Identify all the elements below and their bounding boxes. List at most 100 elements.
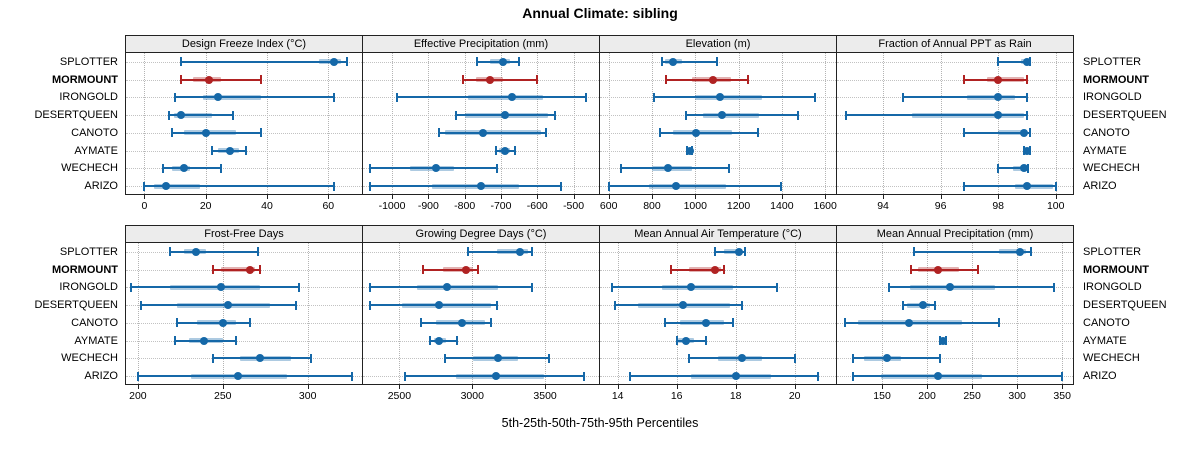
axis-tick xyxy=(882,385,884,389)
site-label-right-canoto: CANOTO xyxy=(1083,316,1130,329)
pct-cap xyxy=(731,318,734,328)
gridline-vertical xyxy=(695,53,697,194)
axis-tick xyxy=(781,195,783,199)
gridline-vertical xyxy=(328,53,330,194)
panel-strip: Fraction of Annual PPT as Rain xyxy=(836,35,1074,53)
median-dot xyxy=(200,336,209,345)
pct-cap xyxy=(610,282,613,292)
pct-line-5-95 xyxy=(853,357,940,360)
pct-cap xyxy=(675,336,678,346)
site-label-left-arizo: ARIZO xyxy=(84,180,118,193)
pct-cap xyxy=(490,318,493,328)
pct-cap xyxy=(259,128,262,138)
pct-cap xyxy=(902,92,905,102)
pct-cap xyxy=(369,300,372,310)
gridline-vertical xyxy=(222,243,224,384)
median-dot xyxy=(882,354,891,363)
median-dot xyxy=(213,93,222,102)
pct-cap xyxy=(140,300,143,310)
pct-cap xyxy=(998,318,1001,328)
gridline-vertical xyxy=(940,53,942,194)
axis-tick-label: -700 xyxy=(490,200,512,212)
gridline-vertical xyxy=(500,53,502,194)
pct-cap xyxy=(901,300,904,310)
pct-line-5-95 xyxy=(439,131,547,134)
axis-tick xyxy=(500,195,502,199)
median-dot xyxy=(734,247,743,256)
axis-tick xyxy=(537,195,539,199)
pct-cap xyxy=(345,57,348,67)
gridline-vertical xyxy=(882,243,884,384)
axis-tick xyxy=(545,385,547,389)
gridline-vertical xyxy=(735,243,737,384)
gridline-vertical xyxy=(1017,243,1019,384)
pct-cap xyxy=(913,247,916,257)
axis-tick xyxy=(738,195,740,199)
panel-strip: Mean Annual Precipitation (mm) xyxy=(836,225,1074,243)
axis-tick xyxy=(472,385,474,389)
gridline-vertical xyxy=(617,243,619,384)
median-dot xyxy=(500,146,509,155)
pct-cap xyxy=(776,282,778,292)
pct-line-5-95 xyxy=(629,375,819,378)
median-dot xyxy=(702,318,711,327)
axis-tick xyxy=(735,385,737,389)
plot-area xyxy=(125,242,363,385)
panel-title: Growing Degree Days (°C) xyxy=(415,228,547,240)
median-dot xyxy=(692,128,701,137)
pct-cap xyxy=(962,75,965,85)
median-dot xyxy=(180,164,189,173)
median-dot xyxy=(668,57,677,66)
axis-tick xyxy=(883,195,885,199)
site-label-right-aymate: AYMATE xyxy=(1083,144,1127,157)
pct-line-5-95 xyxy=(685,114,799,117)
panel-strip: Mean Annual Air Temperature (°C) xyxy=(599,225,837,243)
median-dot xyxy=(458,318,467,327)
site-label-right-desertqueen: DESERTQUEEN xyxy=(1083,109,1167,122)
median-dot xyxy=(516,247,525,256)
pct-line-5-95 xyxy=(845,114,1027,117)
axis-tick-label: 600 xyxy=(599,200,618,212)
gridline-vertical xyxy=(266,53,268,194)
pct-line-5-95 xyxy=(421,321,492,324)
pct-cap xyxy=(793,353,796,363)
pct-cap xyxy=(997,57,1000,67)
axis-tick-label: 3000 xyxy=(460,390,484,402)
panel-strip: Growing Degree Days (°C) xyxy=(362,225,600,243)
pct-cap xyxy=(396,92,399,102)
gridline-horizontal xyxy=(600,340,836,342)
pct-cap xyxy=(1025,110,1028,120)
axis-tick xyxy=(1062,385,1064,389)
pct-line-5-95 xyxy=(608,185,781,188)
median-dot xyxy=(933,265,942,274)
plot-area xyxy=(836,242,1074,385)
site-label-right-arizo: ARIZO xyxy=(1083,180,1117,193)
axis-tick-label: 800 xyxy=(643,200,661,212)
pct-cap xyxy=(333,92,336,102)
pct-line-5-95 xyxy=(659,131,759,134)
panel-title: Mean Annual Air Temperature (°C) xyxy=(634,228,802,240)
axis-tick xyxy=(573,195,575,199)
pct-line-5-95 xyxy=(670,268,724,271)
pct-line-5-95 xyxy=(845,321,1000,324)
pct-cap xyxy=(536,75,539,85)
pct-cap xyxy=(545,128,548,138)
site-label-left-splotter: SPLOTTER xyxy=(59,55,118,68)
pct-line-5-95 xyxy=(853,375,1063,378)
gridline-vertical xyxy=(137,243,139,384)
axis-tick xyxy=(608,195,610,199)
pct-cap xyxy=(554,110,557,120)
gridline-horizontal xyxy=(837,186,1073,188)
pct-cap xyxy=(235,336,238,346)
gridline-vertical xyxy=(399,243,401,384)
pct-cap xyxy=(797,110,800,120)
axis-tick-label: 40 xyxy=(261,200,273,212)
pct-cap xyxy=(333,181,336,191)
percentiles-caption: 5th-25th-50th-75th-95th Percentiles xyxy=(501,416,699,430)
pct-cap xyxy=(136,371,139,381)
gridline-vertical xyxy=(781,53,783,194)
pct-cap xyxy=(369,181,372,191)
pct-line-5-95 xyxy=(467,250,532,253)
median-dot xyxy=(201,128,210,137)
plot-area xyxy=(362,242,600,385)
